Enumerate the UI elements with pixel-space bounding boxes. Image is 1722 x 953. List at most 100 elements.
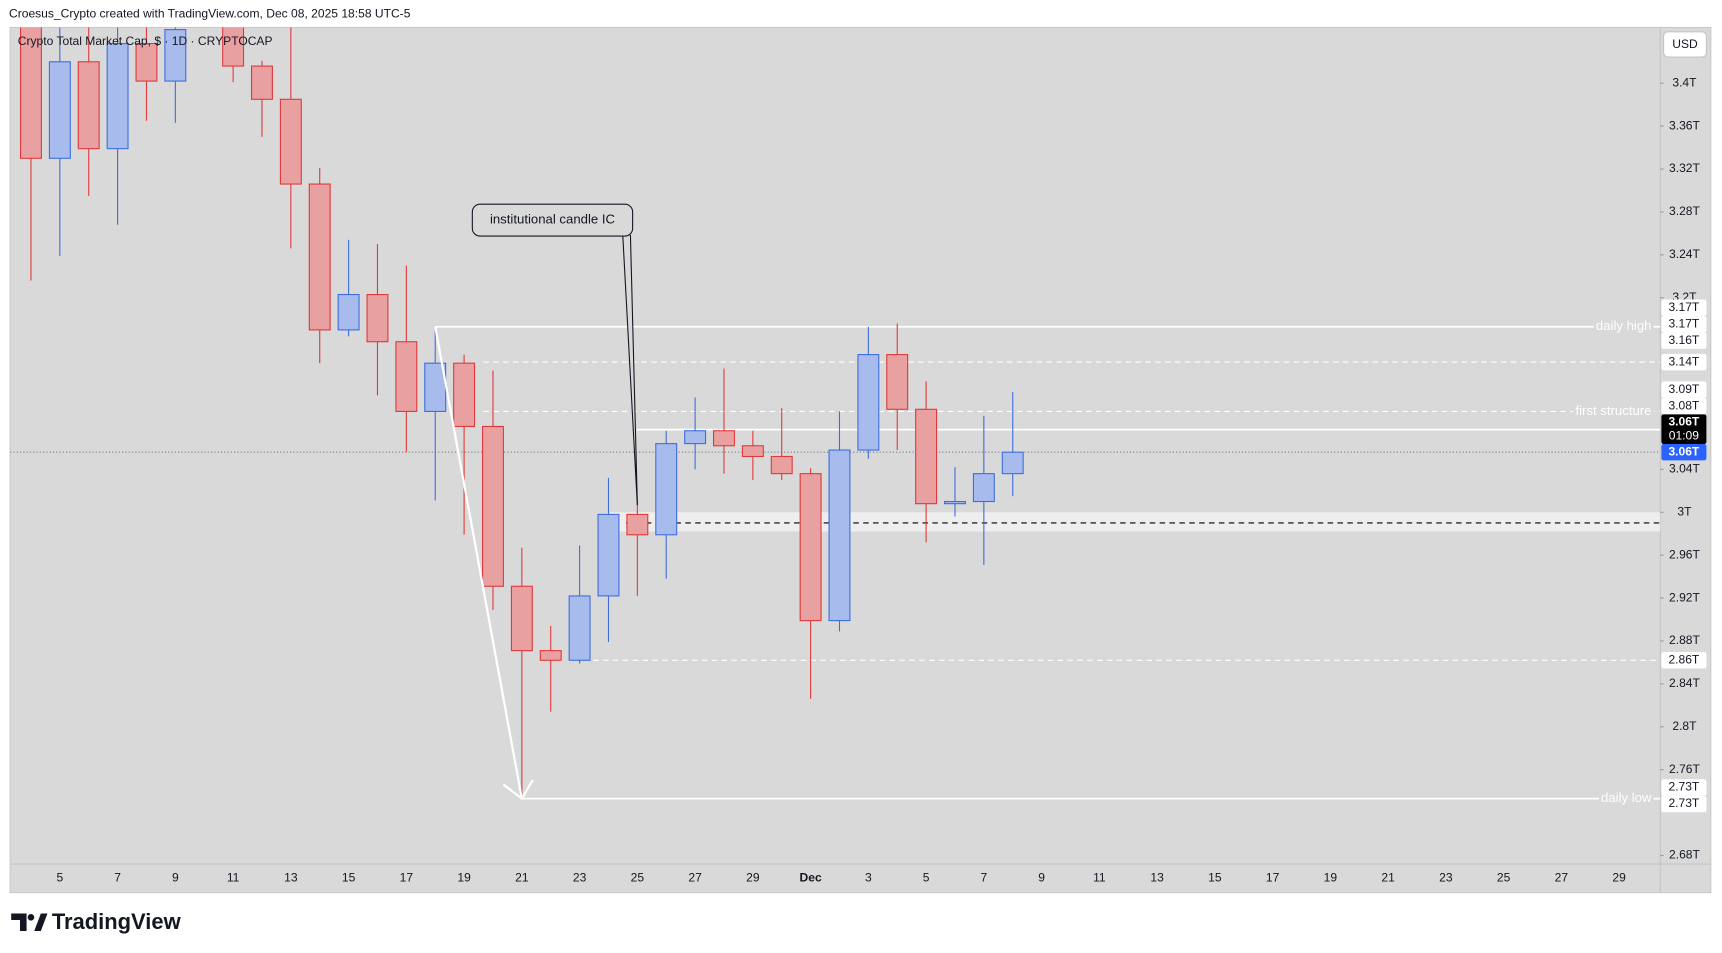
price-label: 3.08T bbox=[1668, 398, 1699, 412]
x-tick-label: 9 bbox=[172, 871, 179, 885]
x-tick-label: 25 bbox=[631, 871, 645, 885]
candle-body bbox=[915, 408, 938, 505]
candle-body bbox=[857, 354, 880, 451]
y-tick-label: 3T bbox=[1677, 504, 1692, 518]
x-tick-label: 3 bbox=[865, 871, 872, 885]
level-label: first structure bbox=[1575, 403, 1651, 418]
callout-pointer bbox=[622, 234, 638, 506]
candle-body bbox=[164, 29, 187, 82]
candle-body bbox=[135, 42, 158, 82]
y-tick-label: 2.96T bbox=[1669, 547, 1700, 561]
y-tick-label: 3.04T bbox=[1669, 462, 1700, 476]
chart-frame bbox=[9, 26, 1712, 894]
price-label-box bbox=[1661, 299, 1707, 316]
price-label-box bbox=[1661, 315, 1707, 333]
x-tick-label: 25 bbox=[1497, 871, 1511, 885]
candle-body bbox=[366, 293, 389, 343]
price-axis: 3.4T3.36T3.32T3.28T3.24T3.2T3.04T3T2.96T… bbox=[1660, 75, 1707, 862]
header-text: Croesus_Crypto created with TradingView.… bbox=[9, 6, 411, 20]
candle-body bbox=[453, 362, 476, 428]
candle-body bbox=[568, 595, 591, 661]
candle-body bbox=[886, 354, 909, 410]
x-tick-label: 23 bbox=[573, 871, 587, 885]
x-tick-label: 21 bbox=[1381, 871, 1395, 885]
price-label-box bbox=[1661, 414, 1707, 444]
price-label: 3.09T bbox=[1668, 382, 1699, 396]
price-label: 3.17T bbox=[1668, 316, 1699, 330]
candle-body bbox=[539, 650, 562, 661]
price-label: 2.73T bbox=[1668, 780, 1699, 794]
symbol-title: Crypto Total Market Cap, $ · 1D · CRYPTO… bbox=[18, 34, 273, 48]
y-tick-label: 2.8T bbox=[1672, 719, 1697, 733]
x-tick-label: 29 bbox=[746, 871, 760, 885]
level-label: daily high bbox=[1596, 318, 1652, 333]
logo-icon bbox=[34, 913, 48, 932]
candle-body bbox=[308, 183, 331, 331]
y-tick-label: 2.76T bbox=[1669, 762, 1700, 776]
y-tick-label: 2.68T bbox=[1669, 848, 1700, 862]
x-tick-label: 29 bbox=[1612, 871, 1626, 885]
price-label-box bbox=[1661, 397, 1707, 415]
logo-icon bbox=[27, 914, 35, 921]
x-tick-label: 17 bbox=[400, 871, 414, 885]
price-label: 3.17T bbox=[1668, 300, 1699, 314]
price-label-box bbox=[1661, 353, 1707, 371]
y-tick-label: 2.88T bbox=[1669, 633, 1700, 647]
callout-box bbox=[471, 203, 634, 237]
x-tick-label: 15 bbox=[342, 871, 356, 885]
candle-body bbox=[828, 449, 851, 622]
x-tick-label: 7 bbox=[114, 871, 121, 885]
zone bbox=[609, 512, 1661, 532]
level-label: daily low bbox=[1601, 790, 1652, 805]
currency[interactable]: USD bbox=[1672, 37, 1698, 51]
candle-body bbox=[19, 27, 42, 159]
x-tick-label: 17 bbox=[1266, 871, 1280, 885]
price-label: 2.73T bbox=[1668, 796, 1699, 810]
candle-body bbox=[222, 27, 245, 67]
x-tick-label: Dec bbox=[800, 871, 822, 885]
price-label: 2.86T bbox=[1668, 652, 1699, 666]
countdown: 01:09 bbox=[1669, 428, 1699, 442]
candle-body bbox=[395, 341, 418, 412]
x-tick-label: 21 bbox=[515, 871, 529, 885]
candle-body bbox=[972, 473, 995, 503]
candle-body bbox=[655, 443, 678, 536]
logo-icon bbox=[11, 913, 27, 932]
x-tick-label: 19 bbox=[457, 871, 471, 885]
x-tick-label: 15 bbox=[1208, 871, 1222, 885]
candle-body bbox=[684, 430, 707, 445]
currency-box[interactable] bbox=[1663, 31, 1707, 58]
candle-body bbox=[77, 61, 100, 150]
candle-body bbox=[250, 65, 273, 100]
y-tick-label: 3.4T bbox=[1672, 75, 1697, 89]
price-label: 3.06T bbox=[1668, 444, 1699, 458]
price-label-box bbox=[1661, 381, 1707, 398]
price-label: 3.16T bbox=[1668, 333, 1699, 347]
candle-body bbox=[510, 585, 533, 652]
candle-body bbox=[712, 430, 735, 447]
candle-body bbox=[1001, 451, 1024, 475]
candle-body bbox=[626, 513, 649, 536]
price-label-box bbox=[1661, 443, 1707, 461]
candle-body bbox=[799, 473, 822, 622]
price-label-box bbox=[1661, 795, 1707, 813]
x-tick-label: 11 bbox=[227, 871, 240, 885]
x-tick-label: 5 bbox=[56, 871, 63, 885]
x-tick-label: 19 bbox=[1324, 871, 1338, 885]
candle-body bbox=[279, 98, 302, 185]
price-label: 3.14T bbox=[1668, 354, 1699, 368]
y-tick-label: 2.92T bbox=[1669, 590, 1700, 604]
price-label-box bbox=[1661, 332, 1707, 349]
y-tick-label: 2.84T bbox=[1669, 676, 1700, 690]
x-tick-label: 13 bbox=[284, 871, 298, 885]
y-tick-label: 3.24T bbox=[1669, 247, 1700, 261]
candle-body bbox=[106, 42, 129, 150]
arrow-head bbox=[502, 779, 534, 801]
candle-body bbox=[741, 445, 764, 458]
trend-arrow bbox=[434, 326, 523, 799]
candle-body bbox=[337, 293, 360, 331]
candle-body bbox=[944, 500, 966, 505]
x-tick-label: 5 bbox=[923, 871, 930, 885]
